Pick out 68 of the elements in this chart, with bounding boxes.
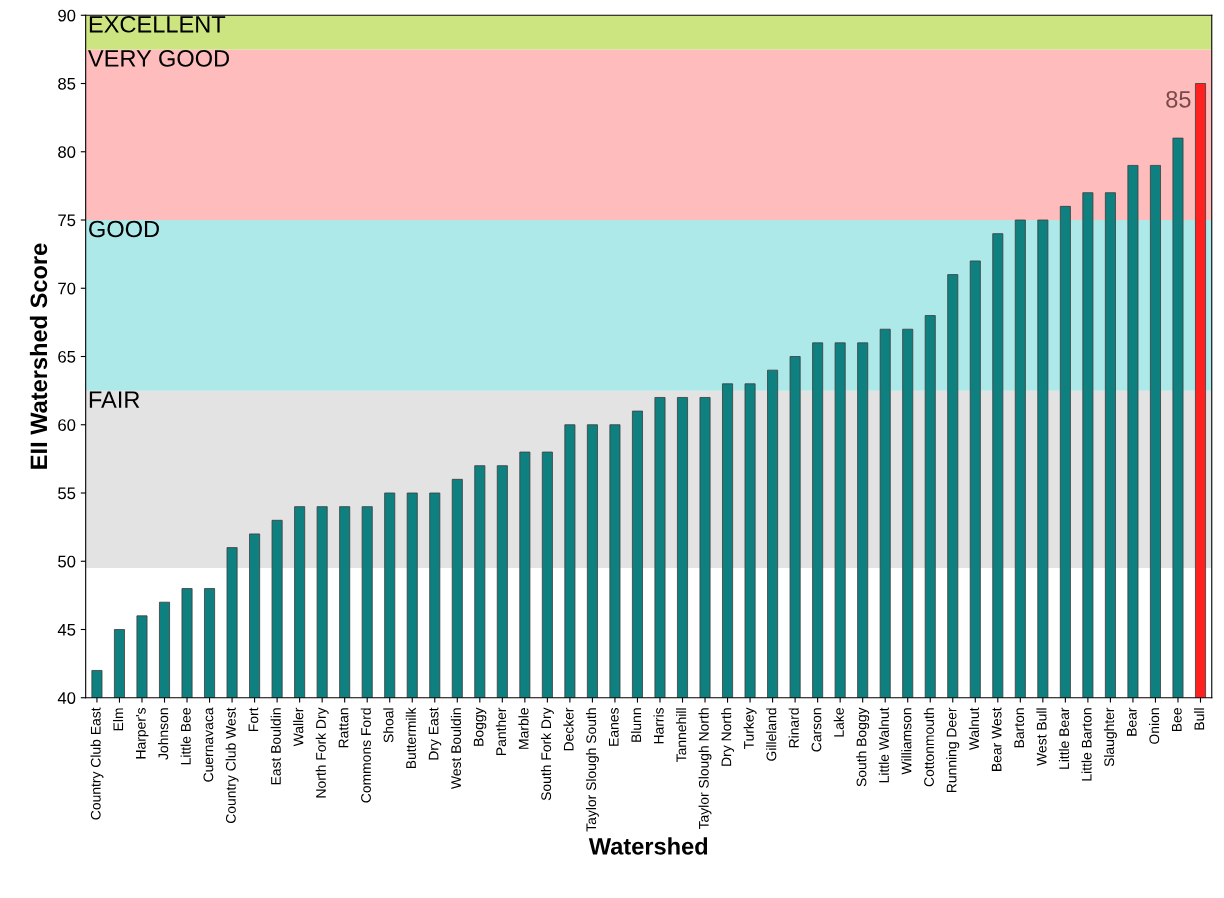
x-tick-label: Dry East <box>428 707 442 760</box>
y-tick-label: 85 <box>58 77 76 90</box>
y-tick-label: 40 <box>57 692 76 704</box>
x-tick-label: Country Club East <box>90 707 104 820</box>
x-tick-label: Rinard <box>788 708 799 748</box>
x-tick-label: Slaughter <box>1103 707 1117 767</box>
y-tick-label: 45 <box>57 624 76 636</box>
x-tick-label: Decker <box>563 707 574 751</box>
x-tick-label: Little Bear <box>1058 707 1070 769</box>
x-tick-label: Cuernavaca <box>203 707 214 782</box>
x-tick-label: Cottonmouth <box>923 708 934 787</box>
x-tick-label: Lake <box>833 708 844 737</box>
x-tick-label: Panther <box>495 707 507 755</box>
x-tick-label: Rattan <box>338 708 349 748</box>
x-tick-label: Harper's <box>136 707 149 759</box>
x-tick-label: Gilleland <box>766 708 777 761</box>
band-label: VERY GOOD <box>88 50 229 67</box>
x-tick-label: Bee <box>1172 708 1182 732</box>
y-tick-label: 75 <box>58 214 76 227</box>
x-tick-label: Walnut <box>968 707 980 751</box>
y-tick-label: 70 <box>58 282 76 295</box>
y-tick-label: 50 <box>58 555 76 568</box>
x-tick-label: Fort <box>248 707 259 732</box>
x-tick-label: Onion <box>1148 708 1160 744</box>
x-tick-label: Elm <box>112 708 124 731</box>
x-tick-label: Bull <box>1194 708 1205 730</box>
x-tick-label: Eanes <box>608 707 619 746</box>
x-tick-label: Blunn <box>630 708 642 742</box>
x-tick-label: Buttermilk <box>405 707 416 769</box>
band-label: GOOD <box>89 220 159 238</box>
x-tick-label: Bear West <box>991 707 1002 771</box>
x-axis-title: Watershed <box>588 837 708 855</box>
x-tick-label: Bear <box>1126 707 1137 736</box>
y-tick-label: 90 <box>58 9 76 22</box>
x-tick-label: Running Deer <box>946 707 960 793</box>
x-tick-label: Barton <box>1014 708 1025 748</box>
x-tick-label: Carson <box>811 708 822 752</box>
x-tick-label: Little Bee <box>180 708 191 765</box>
x-tick-label: East Bouldin <box>270 708 281 785</box>
x-tick-label: Commons Ford <box>360 708 371 803</box>
y-tick-label: 65 <box>58 350 76 363</box>
x-tick-label: Johnson <box>158 708 169 760</box>
band-label: FAIR <box>89 391 140 408</box>
x-tick-label: South Fork Dry <box>540 707 554 801</box>
x-tick-label: South Boggy <box>856 707 870 787</box>
x-tick-label: Little Barton <box>1081 708 1092 781</box>
x-tick-label: North Fork Dry <box>315 707 329 798</box>
x-tick-label: Tannehill <box>676 708 687 762</box>
x-tick-label: West Bull <box>1036 708 1047 766</box>
y-tick-label: 55 <box>58 487 76 500</box>
x-tick-label: Shoal <box>383 708 394 743</box>
x-tick-label: Taylor Slough South <box>585 708 599 832</box>
x-tick-label: Little Walnut <box>878 707 889 783</box>
x-tick-label: Dry North <box>721 708 735 766</box>
y-tick-label: 60 <box>58 419 76 431</box>
data-label: 85 <box>1166 90 1191 108</box>
x-tick-label: Boggy <box>473 707 487 746</box>
x-tick-label: Turkey <box>743 707 757 750</box>
band-label: EXCELLENT <box>89 15 226 33</box>
y-tick-label: 80 <box>58 146 76 158</box>
x-tick-label: Marble <box>518 708 529 749</box>
x-tick-label: Waller <box>293 707 304 747</box>
x-tick-label: West Bouldin <box>450 708 462 789</box>
x-tick-label: Country Club West <box>225 707 239 824</box>
y-axis-title: EII Watershed Score <box>29 243 48 469</box>
x-tick-label: Williamson <box>901 708 912 775</box>
x-tick-label: Harris <box>653 707 664 744</box>
x-tick-label: Taylor Slough North <box>698 708 712 830</box>
